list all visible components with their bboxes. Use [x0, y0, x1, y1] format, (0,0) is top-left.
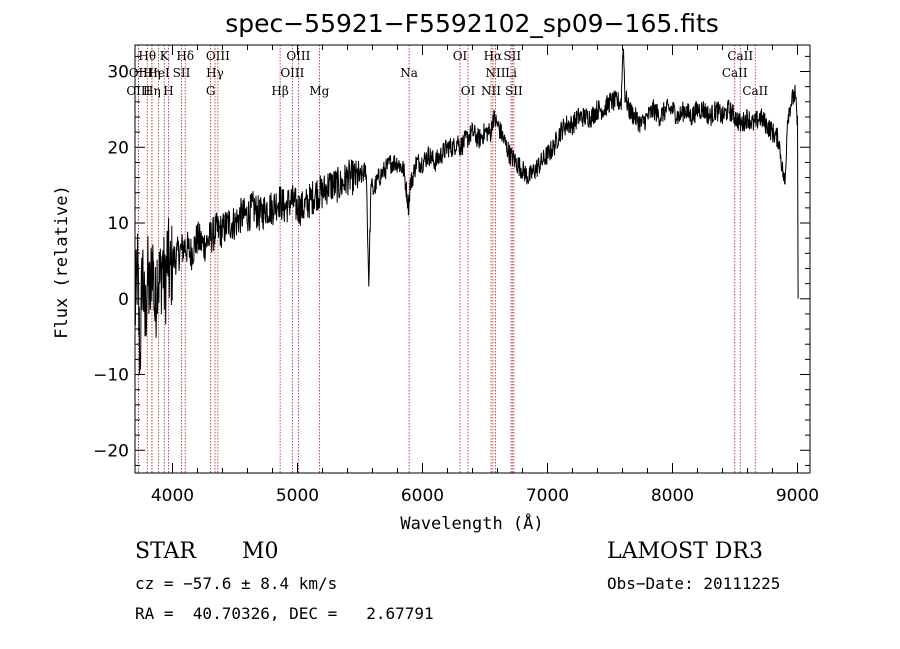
object-class: STAR [135, 539, 196, 564]
y-tick-label: 0 [118, 290, 129, 310]
spectral-line-label: CaII [742, 84, 768, 98]
spectral-line-label: NII [486, 66, 506, 80]
spectral-line-label: Hη [143, 66, 161, 80]
obs-date: Obs−Date: 20111225 [607, 574, 781, 593]
x-tick-label: 4000 [151, 486, 194, 506]
y-tick-label: 30 [107, 63, 129, 83]
x-tick-label: 5000 [276, 486, 319, 506]
spectral-line-label: SII [173, 66, 191, 80]
spectral-line-label: OIII [206, 49, 230, 63]
spectral-line-label: OI [461, 84, 476, 98]
spectral-line-label: Li [505, 66, 517, 80]
y-tick-label: −10 [93, 366, 129, 386]
spectral-line-label: Hθ [138, 49, 156, 63]
x-tick-label: 6000 [401, 486, 444, 506]
spectral-line-label: Hγ [206, 66, 224, 80]
spectral-line-label: HeI [147, 66, 170, 80]
redshift-text: cz = −57.6 ± 8.4 km/s [135, 574, 338, 593]
spectral-line-label: Hδ [176, 49, 194, 63]
y-axis-label: Flux (relative) [52, 185, 72, 339]
spectral-line-label: OIII [286, 49, 310, 63]
x-tick-label: 8000 [651, 486, 694, 506]
spectral-line-label: H [163, 84, 173, 98]
spectral-line-label: OI [453, 49, 468, 63]
object-subclass: M0 [242, 539, 279, 564]
spectral-line-label: NII [481, 84, 501, 98]
spectral-line-label: Hα [484, 49, 503, 63]
spectral-line-label: OIII [280, 66, 304, 80]
spectral-line-label: SII [505, 84, 523, 98]
x-tick-label: 7000 [526, 486, 569, 506]
spectral-line-label: Na [400, 66, 418, 80]
spectral-line-label: SII [503, 49, 521, 63]
spectral-line-label: OII [129, 66, 149, 80]
y-tick-label: −20 [93, 441, 129, 461]
x-axis-label: Wavelength (Å) [400, 512, 543, 534]
x-tick-label: 9000 [776, 486, 819, 506]
spectrum-line [134, 48, 799, 375]
spectral-line-label: CaII [727, 49, 753, 63]
spectral-line-label: Hβ [271, 84, 288, 98]
chart-title: spec−55921−F5592102_sp09−165.fits [225, 9, 719, 38]
spectral-line-label: CaII [722, 66, 748, 80]
y-tick-label: 20 [107, 138, 129, 158]
coordinates-text: RA = 40.70326, DEC = 2.67791 [135, 604, 434, 623]
axis-ticks: 4000 5000 6000 7000 8000 9000 −20 −10 0 10 20 30 [93, 45, 819, 506]
spectral-line-label: K [160, 49, 170, 63]
spectral-line-label: G [206, 84, 216, 98]
survey-name: LAMOST DR3 [607, 539, 763, 564]
spectral-line-label: Hη [143, 84, 161, 98]
spectral-line-label: OIII [126, 84, 150, 98]
y-tick-label: 10 [107, 214, 129, 234]
spectral-line-label: Mg [309, 84, 329, 98]
plot-frame [134, 44, 811, 474]
